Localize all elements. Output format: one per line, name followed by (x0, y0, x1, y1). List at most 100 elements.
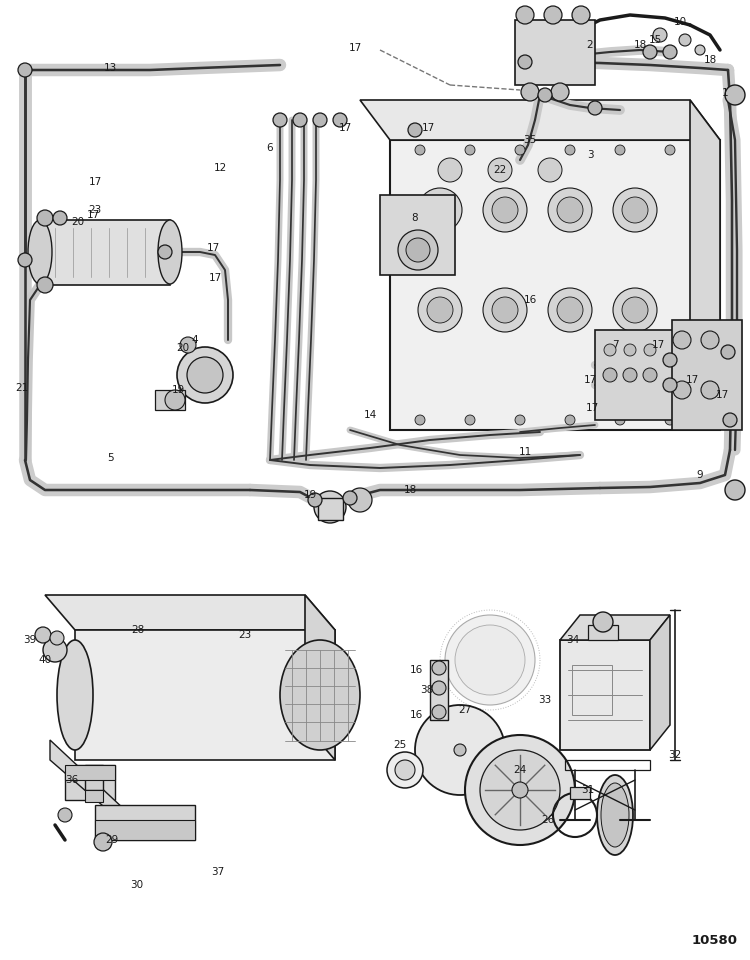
Circle shape (37, 277, 53, 293)
Circle shape (521, 83, 539, 101)
Text: 17: 17 (338, 123, 352, 133)
Circle shape (622, 297, 648, 323)
Polygon shape (50, 740, 125, 825)
Circle shape (622, 197, 648, 223)
Text: 15: 15 (648, 35, 662, 45)
Bar (85, 765, 103, 790)
Text: 9: 9 (697, 470, 703, 480)
Circle shape (438, 158, 462, 182)
Circle shape (427, 197, 453, 223)
Text: 27: 27 (458, 705, 472, 715)
Bar (390, 140, 720, 430)
Text: 16: 16 (410, 665, 423, 675)
Text: 3: 3 (586, 150, 593, 160)
Circle shape (418, 288, 462, 332)
Circle shape (455, 625, 525, 695)
Text: 10580: 10580 (692, 933, 738, 947)
Circle shape (427, 297, 453, 323)
Circle shape (492, 197, 518, 223)
Circle shape (516, 6, 534, 24)
Circle shape (538, 88, 552, 102)
Circle shape (314, 491, 346, 523)
Text: 26: 26 (542, 815, 554, 825)
Circle shape (53, 211, 67, 225)
Circle shape (665, 145, 675, 155)
Text: 24: 24 (513, 765, 526, 775)
Circle shape (557, 297, 583, 323)
Circle shape (273, 113, 287, 127)
Circle shape (432, 661, 446, 675)
Circle shape (35, 627, 51, 643)
Circle shape (408, 123, 422, 137)
Text: 17: 17 (86, 210, 100, 220)
Text: 35: 35 (524, 135, 537, 145)
Circle shape (333, 113, 347, 127)
Circle shape (454, 744, 466, 756)
Text: 22: 22 (494, 165, 507, 175)
Text: 17: 17 (348, 43, 361, 53)
Text: 17: 17 (88, 177, 102, 187)
Bar (515, 20, 595, 85)
Circle shape (663, 353, 677, 367)
Polygon shape (690, 100, 720, 430)
Text: 33: 33 (538, 695, 551, 705)
Circle shape (177, 347, 233, 403)
Bar (65, 765, 115, 780)
Bar (672, 320, 742, 430)
Text: 29: 29 (105, 835, 118, 845)
Bar (572, 665, 612, 715)
Circle shape (483, 188, 527, 232)
Text: 21: 21 (15, 383, 28, 393)
Circle shape (415, 705, 505, 795)
Circle shape (395, 760, 415, 780)
Circle shape (723, 413, 737, 427)
Polygon shape (650, 615, 670, 750)
Bar (588, 625, 618, 640)
Circle shape (158, 245, 172, 259)
Circle shape (415, 415, 425, 425)
Circle shape (37, 210, 53, 226)
Circle shape (643, 45, 657, 59)
Circle shape (432, 681, 446, 695)
Circle shape (565, 415, 575, 425)
Bar (560, 640, 650, 750)
Polygon shape (305, 595, 335, 760)
Circle shape (187, 357, 223, 393)
Bar (95, 805, 195, 840)
Circle shape (515, 415, 525, 425)
Circle shape (643, 368, 657, 382)
Circle shape (701, 381, 719, 399)
Text: 14: 14 (363, 410, 376, 420)
Text: 17: 17 (651, 340, 664, 350)
Circle shape (644, 344, 656, 356)
Text: 10: 10 (674, 17, 686, 27)
Circle shape (465, 145, 475, 155)
Circle shape (544, 6, 562, 24)
Circle shape (615, 145, 625, 155)
Circle shape (572, 6, 590, 24)
Text: 13: 13 (104, 63, 117, 73)
Circle shape (445, 615, 535, 705)
Bar (40, 220, 170, 285)
Circle shape (613, 188, 657, 232)
Text: 17: 17 (585, 403, 598, 413)
Text: 36: 36 (65, 775, 79, 785)
Circle shape (721, 345, 735, 359)
Circle shape (94, 833, 112, 851)
Text: 18: 18 (404, 485, 417, 495)
Bar (65, 765, 115, 800)
Text: 6: 6 (267, 143, 273, 153)
Text: 8: 8 (412, 213, 419, 223)
Circle shape (673, 331, 691, 349)
Circle shape (293, 113, 307, 127)
Circle shape (565, 145, 575, 155)
Circle shape (593, 612, 613, 632)
Circle shape (58, 808, 72, 822)
Circle shape (432, 705, 446, 719)
Polygon shape (45, 595, 335, 630)
Text: 1: 1 (722, 88, 728, 98)
Circle shape (480, 750, 560, 830)
Circle shape (653, 28, 667, 42)
Circle shape (613, 288, 657, 332)
Text: 17: 17 (686, 375, 699, 385)
